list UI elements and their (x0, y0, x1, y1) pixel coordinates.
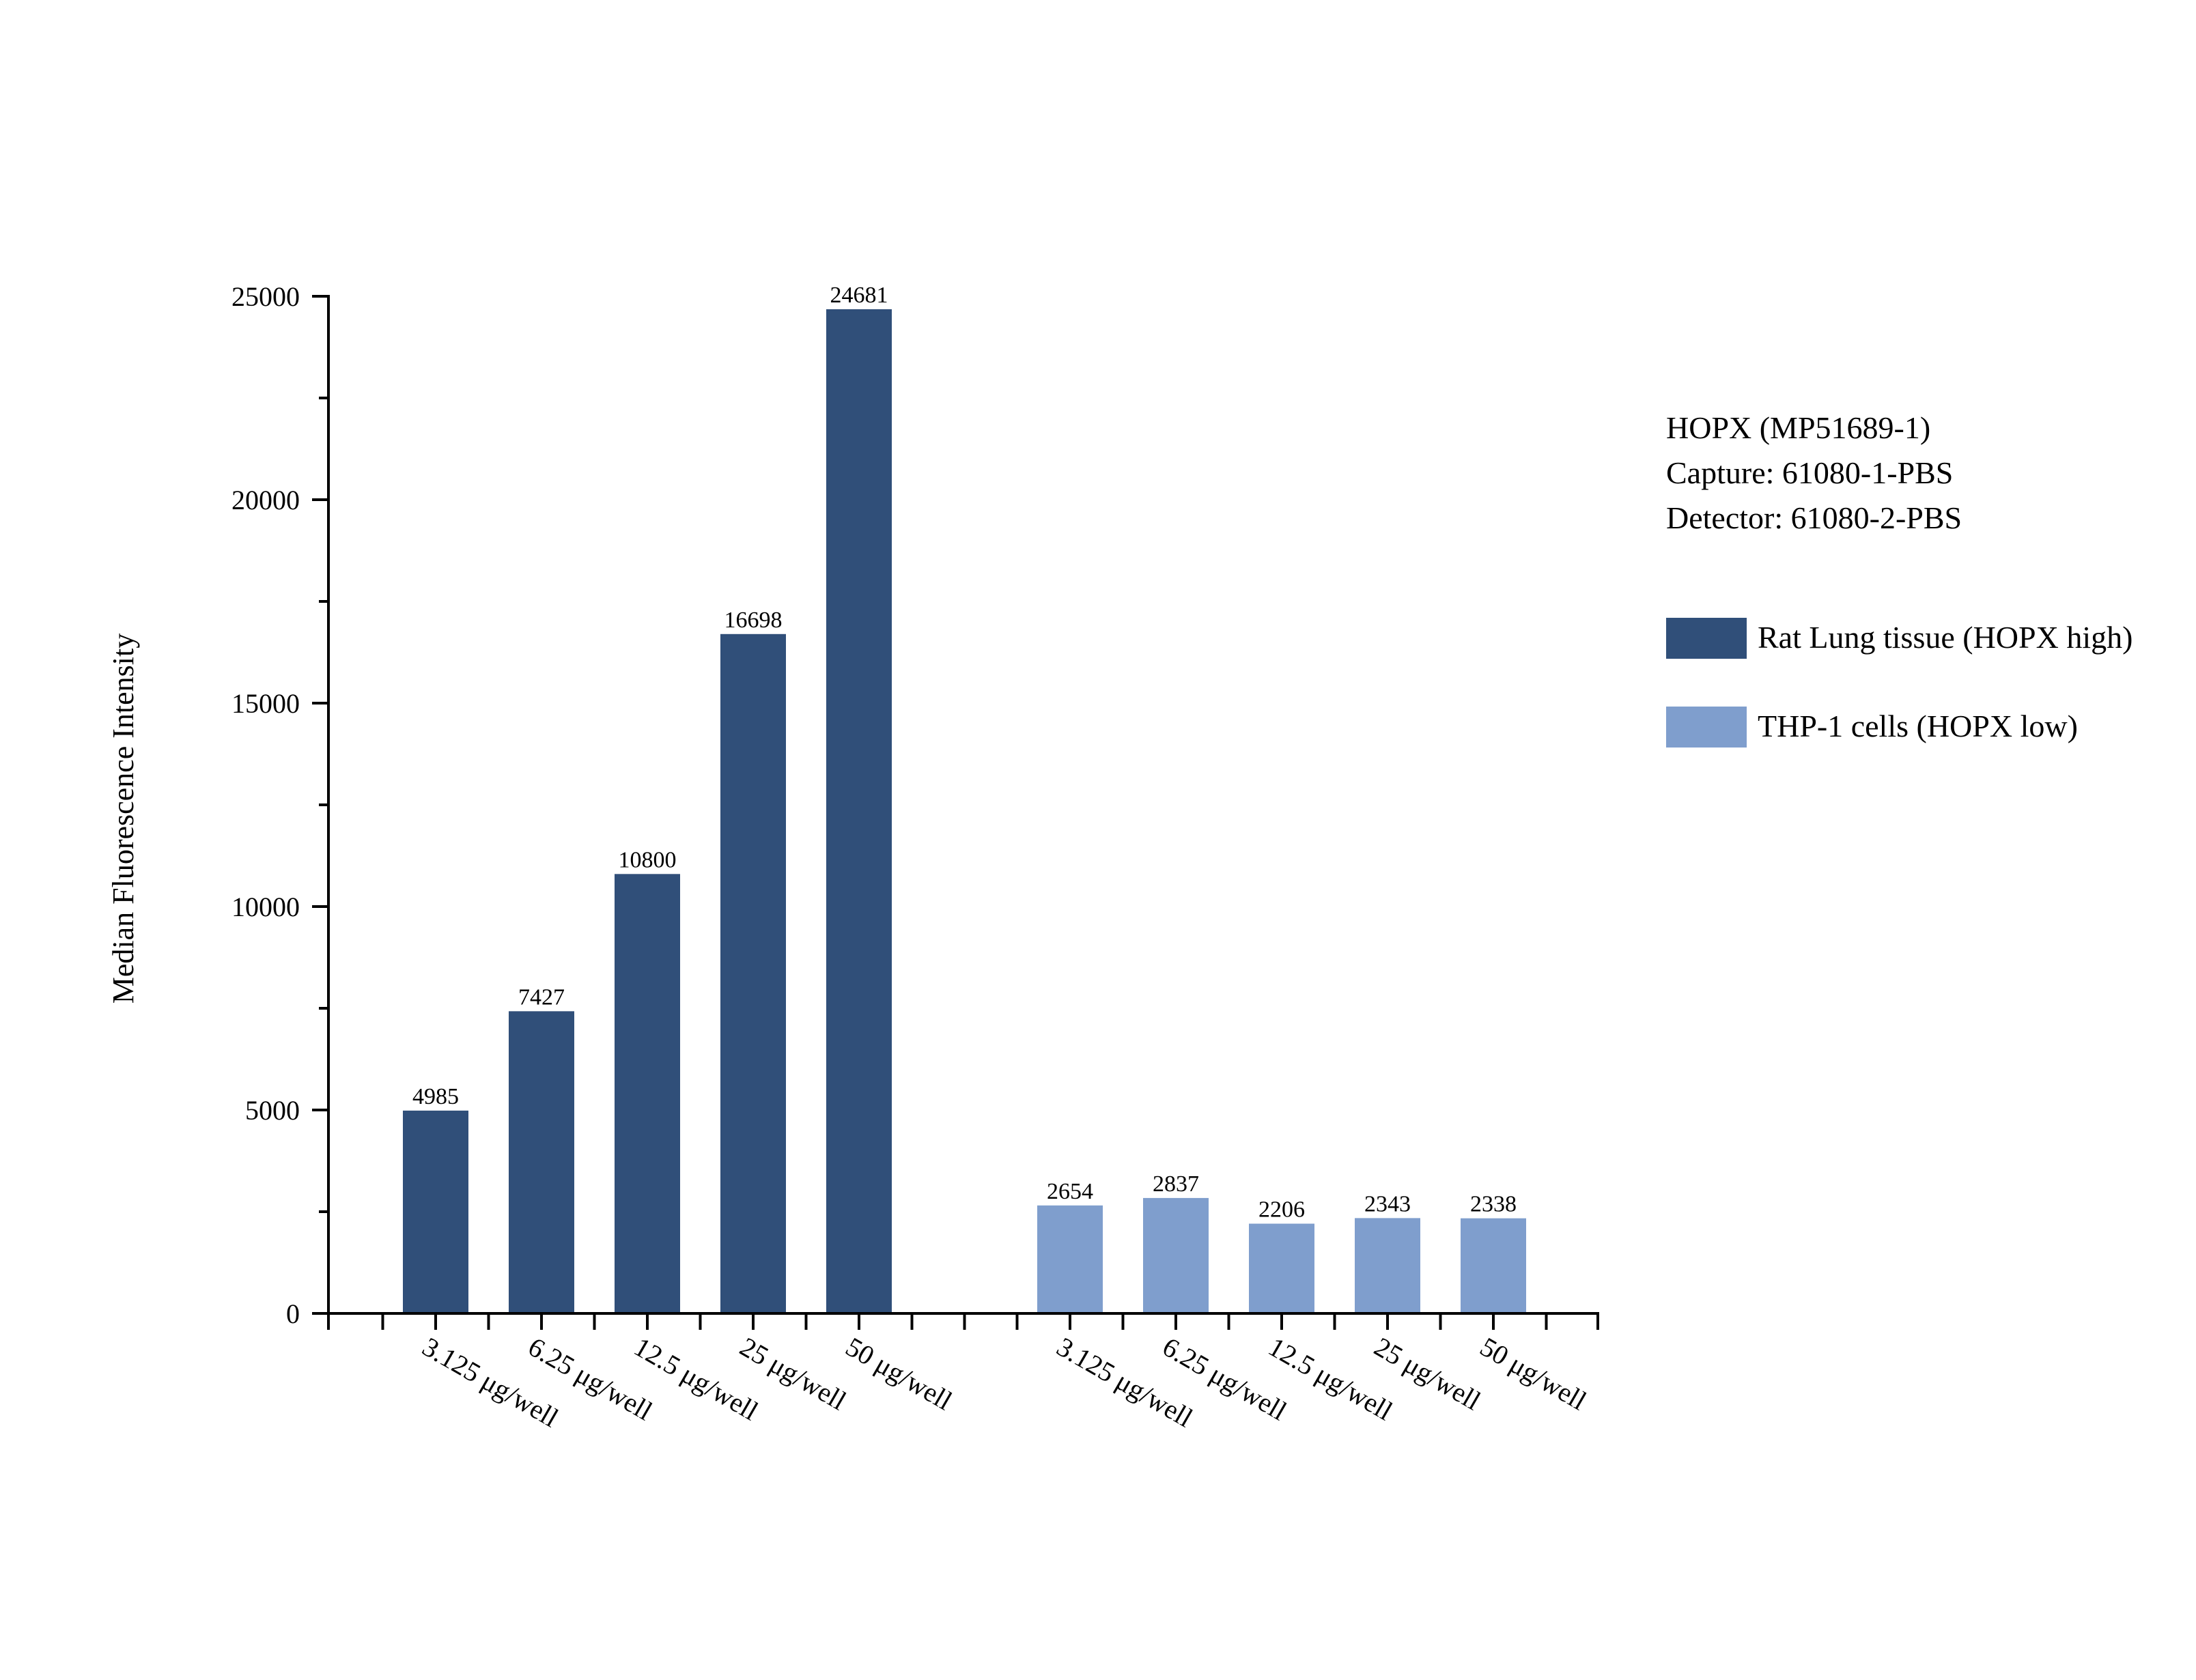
bar (826, 309, 892, 1313)
bar-value-label: 2338 (1470, 1192, 1517, 1217)
annotation-line: HOPX (MP51689-1) (1666, 410, 1930, 445)
bar (509, 1011, 574, 1313)
y-axis-title: Median Fluorescence Intensity (107, 633, 140, 1004)
x-tick-label: 50 μg/well (1475, 1331, 1592, 1416)
y-tick-label: 5000 (245, 1095, 300, 1126)
bar-value-label: 7427 (518, 984, 565, 1010)
annotation-line: Capture: 61080-1-PBS (1666, 455, 1953, 490)
x-tick-label: 50 μg/well (841, 1331, 957, 1416)
bar (1461, 1218, 1526, 1313)
bar-value-label: 10800 (619, 847, 677, 872)
y-tick-label: 0 (286, 1298, 300, 1329)
annotation-line: Detector: 61080-2-PBS (1666, 500, 1962, 535)
legend-swatch (1666, 618, 1747, 659)
y-tick-label: 10000 (231, 892, 300, 922)
legend-swatch (1666, 707, 1747, 748)
bar (1249, 1223, 1314, 1313)
legend: HOPX (MP51689-1) Capture: 61080-1-PBS Dete… (1666, 410, 2132, 748)
y-tick-label: 15000 (231, 688, 300, 719)
bar-value-label: 2837 (1153, 1171, 1199, 1197)
bar (1355, 1218, 1420, 1313)
bar (1037, 1205, 1103, 1313)
legend-label: THP-1 cells (HOPX low) (1758, 709, 2078, 743)
legend-label: Rat Lung tissue (HOPX high) (1758, 620, 2132, 655)
bar (615, 874, 680, 1313)
bar-value-label: 2654 (1047, 1179, 1093, 1204)
bar (403, 1110, 468, 1313)
bar-value-label: 2343 (1364, 1191, 1411, 1216)
y-tick-label: 20000 (231, 485, 300, 515)
bar (1143, 1197, 1209, 1313)
bar-value-label: 2206 (1258, 1197, 1305, 1223)
bar-value-label: 16698 (724, 608, 783, 633)
plot-area: 4985 7427 10800 16698 24681 2654 2837 2206 2343 2… (403, 283, 1526, 1313)
bar-value-label: 24681 (830, 283, 888, 308)
bar (720, 633, 786, 1313)
bar-value-label: 4985 (412, 1084, 459, 1109)
y-tick-label: 25000 (231, 281, 300, 312)
